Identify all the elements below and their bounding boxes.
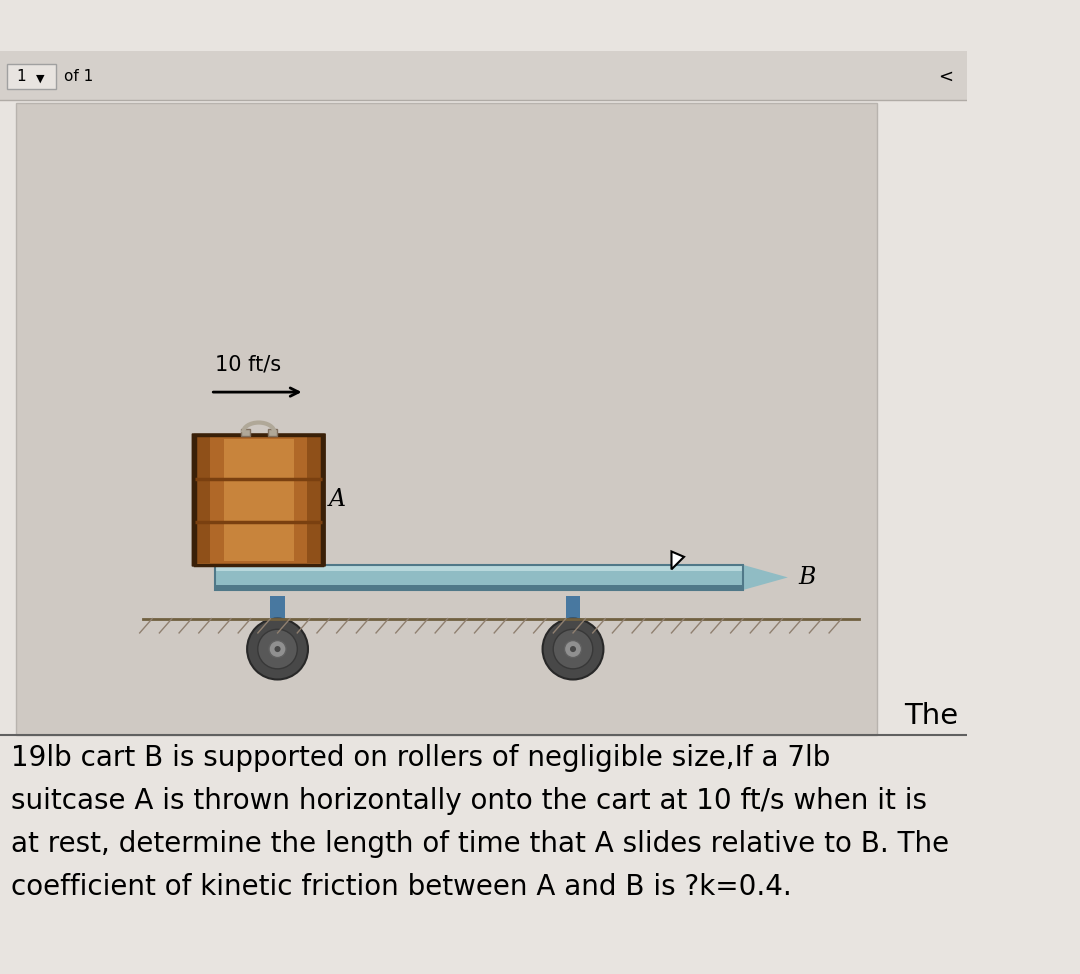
Bar [215, 565, 743, 590]
Text: ▼: ▼ [36, 74, 44, 84]
Circle shape [542, 618, 604, 680]
Text: A: A [328, 489, 346, 511]
Bar [566, 596, 580, 640]
Text: suitcase A is thrown horizontally onto the cart at 10 ft/s when it is: suitcase A is thrown horizontally onto t… [11, 787, 927, 815]
Text: at rest, determine the length of time that A slides relative to B. The: at rest, determine the length of time th… [11, 830, 949, 858]
Bar [215, 565, 743, 590]
Text: 19lb cart B is supported on rollers of negligible size,If a 7lb: 19lb cart B is supported on rollers of n… [11, 744, 831, 772]
Bar [224, 438, 294, 561]
Circle shape [258, 629, 297, 669]
Bar [195, 435, 322, 565]
Text: of 1: of 1 [64, 69, 93, 85]
Bar [195, 437, 211, 563]
Circle shape [570, 646, 576, 653]
Polygon shape [672, 551, 684, 570]
Circle shape [565, 641, 581, 657]
Bar [8, 64, 56, 90]
Text: <: < [939, 68, 954, 86]
Text: coefficient of kinetic friction between A and B is ?k=0.4.: coefficient of kinetic friction between … [11, 873, 792, 901]
Bar [215, 585, 743, 590]
Bar [307, 437, 322, 563]
Bar [16, 103, 877, 735]
FancyBboxPatch shape [191, 433, 326, 567]
Text: B: B [798, 566, 816, 589]
Circle shape [274, 646, 281, 653]
Circle shape [247, 618, 308, 680]
Bar [215, 565, 743, 571]
Text: 10 ft/s: 10 ft/s [215, 355, 282, 374]
Bar [195, 435, 322, 565]
Text: 1: 1 [16, 69, 26, 85]
Bar [268, 429, 276, 436]
Circle shape [269, 641, 286, 657]
Circle shape [553, 629, 593, 669]
Bar [0, 51, 967, 100]
Bar [270, 596, 285, 640]
Text: The: The [904, 701, 958, 730]
Bar [241, 429, 249, 436]
Polygon shape [743, 565, 788, 590]
